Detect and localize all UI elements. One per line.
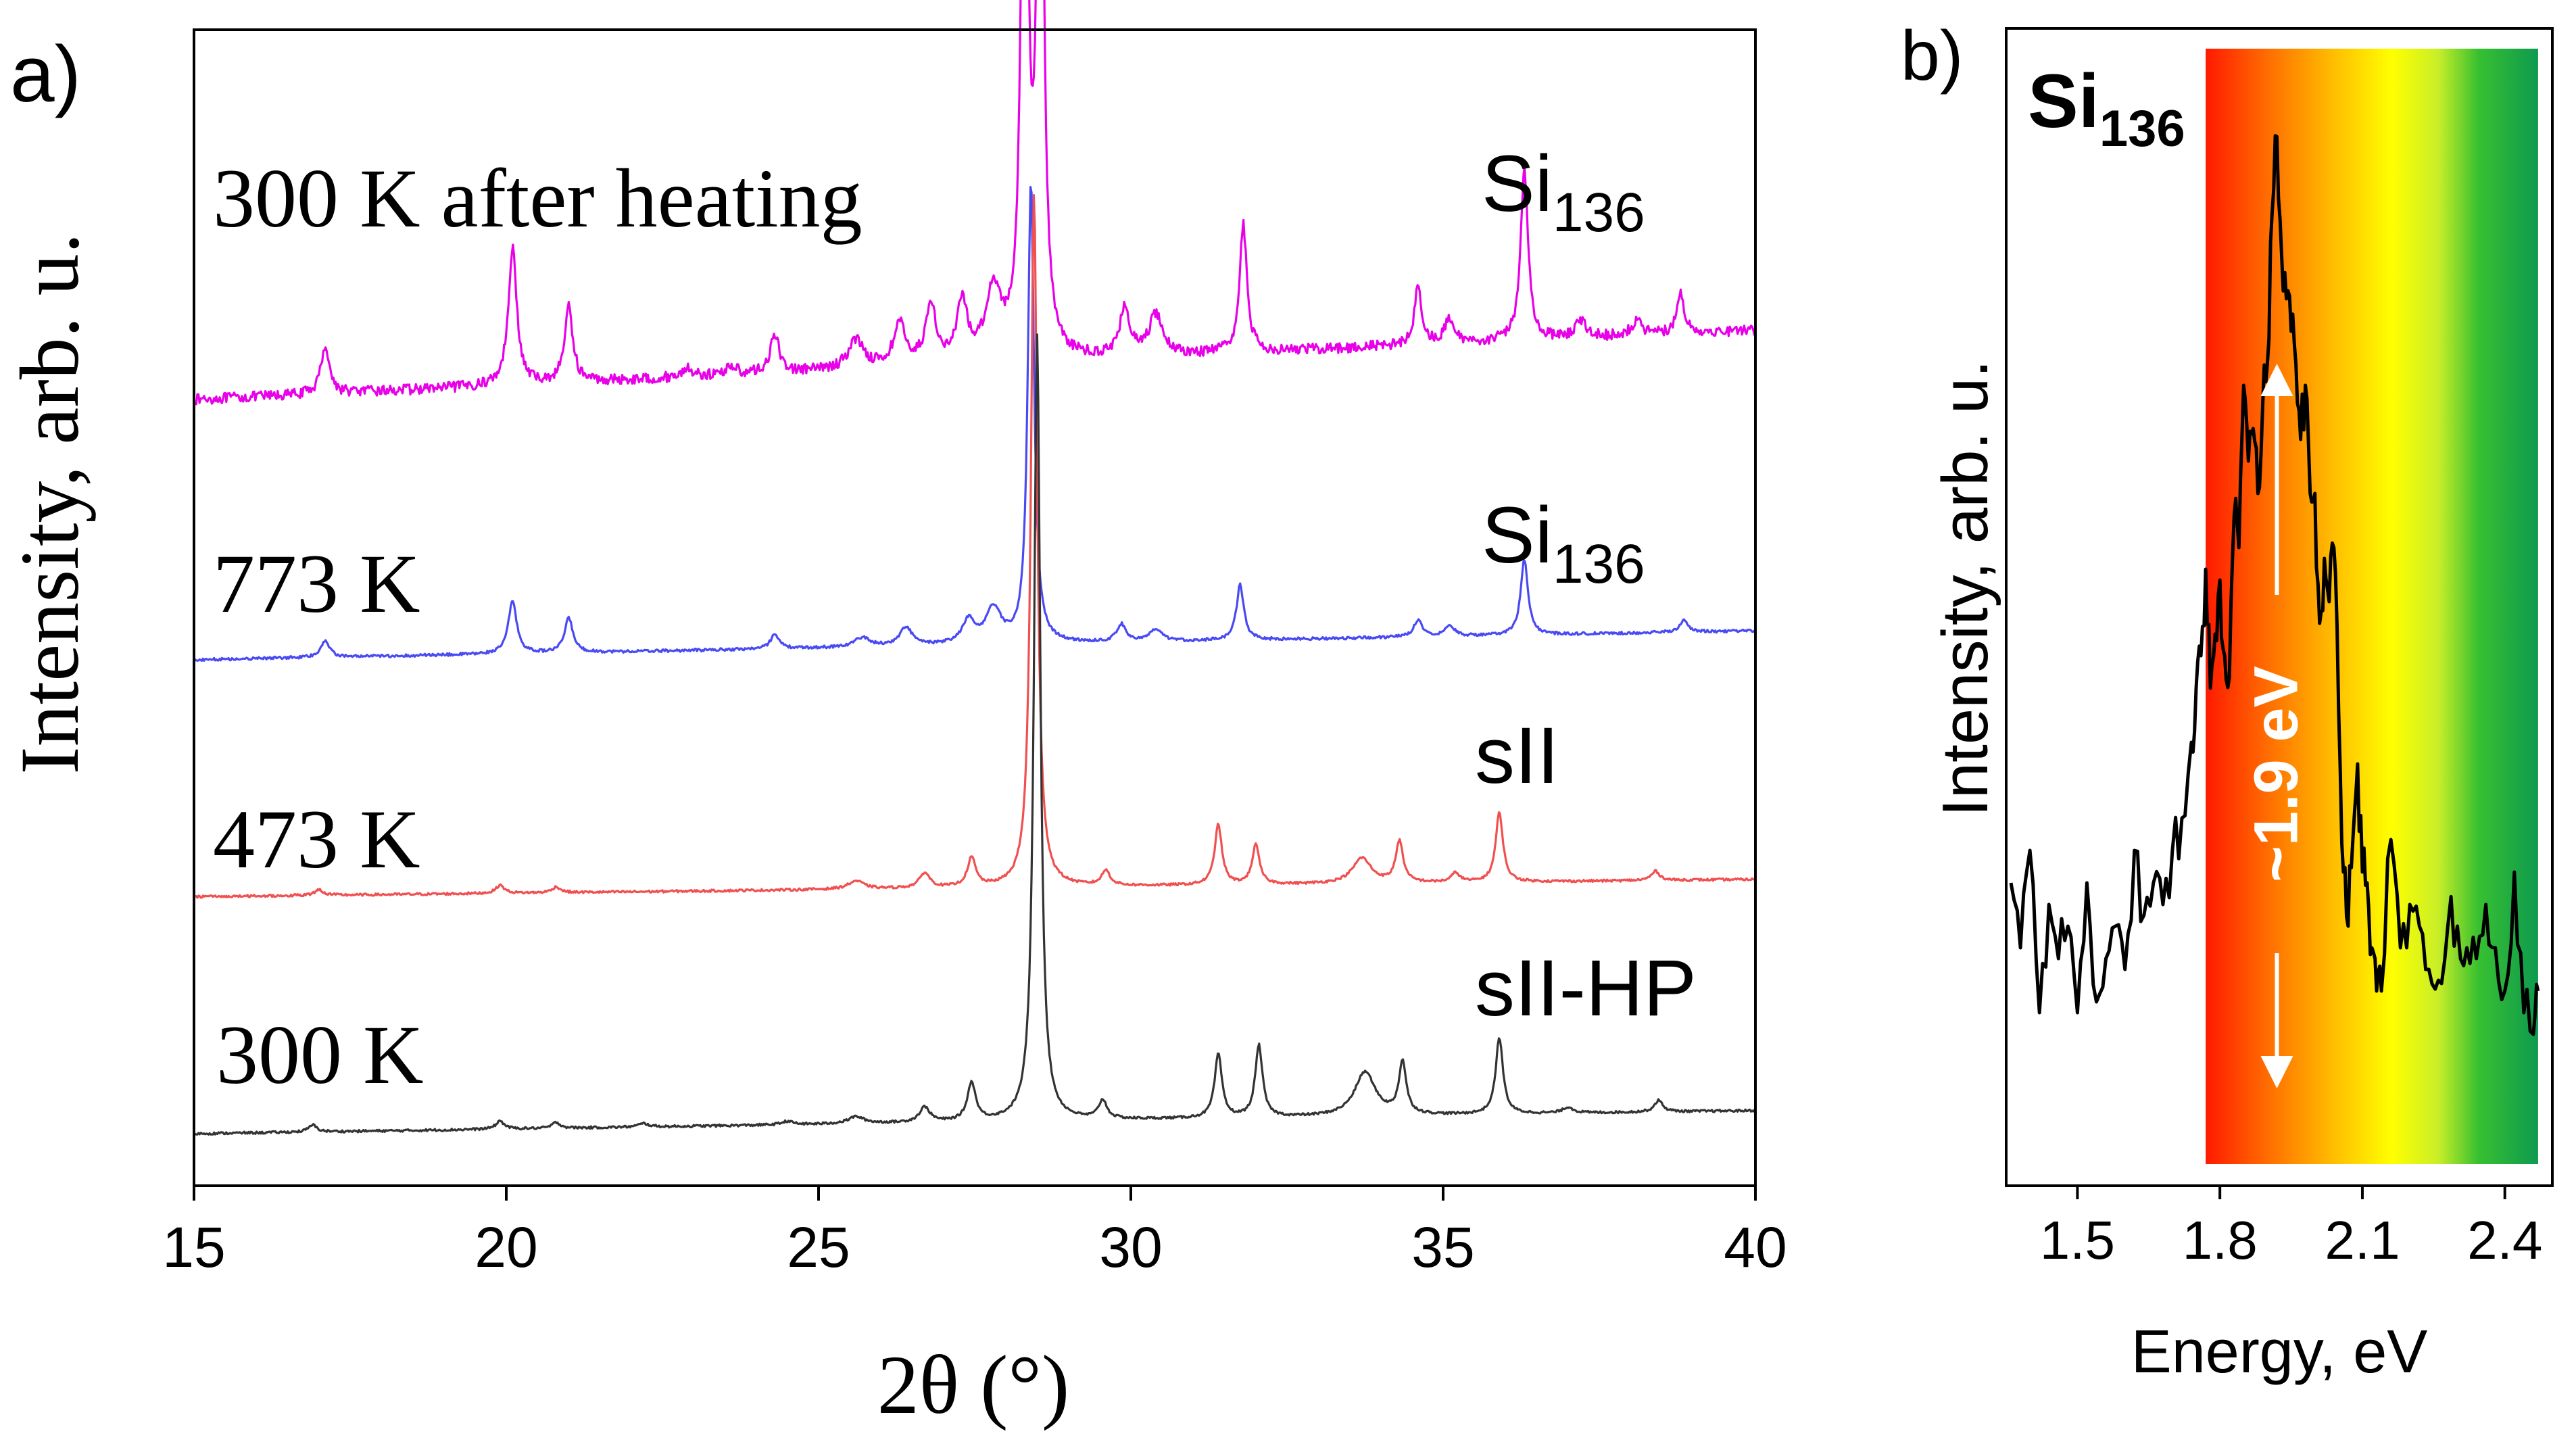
x-tick-label: 30 xyxy=(1099,1215,1162,1279)
panel-b-curve-layer xyxy=(2009,134,2540,1036)
series-phase-label-0: Si136 xyxy=(1482,139,1645,243)
panel-b-gap-annotation: ~1.9 eV xyxy=(2241,666,2310,882)
panel-a: a) Intensity, arb. u. 300 K after heatin… xyxy=(3,0,1787,1431)
series-line-0 xyxy=(193,0,1757,406)
panel-b-label: b) xyxy=(1901,17,1963,95)
panel-b-energy-arrow xyxy=(2260,364,2293,1088)
panel-b-visible-spectrum-band xyxy=(2206,49,2538,1164)
panel-a-label: a) xyxy=(10,30,81,119)
series-phase-label-3: sII-HP xyxy=(1475,944,1697,1033)
phase-label-main: Si xyxy=(1482,491,1553,580)
series-line-2 xyxy=(193,194,1756,899)
series-line-1 xyxy=(193,186,1757,662)
panel-b: b) Intensity, arb. u. ~1.9 eV Si136 1.5 1… xyxy=(1901,17,2554,1386)
panel-a-series-layer xyxy=(193,0,1757,1136)
phase-label-main: Si xyxy=(1482,139,1553,228)
panel-b-x-axis-label: Energy, eV xyxy=(2131,1318,2428,1386)
series-name-label-3: 300 K xyxy=(216,1009,424,1101)
panel-b-title-sub: 136 xyxy=(2099,100,2185,158)
series-line-3 xyxy=(193,333,1757,1136)
x-tick-label: 2.4 xyxy=(2467,1210,2542,1270)
panel-a-plot-frame xyxy=(193,28,1757,1187)
panel-b-title-main: Si xyxy=(2028,59,2099,143)
x-tick-label: 1.8 xyxy=(2183,1210,2258,1270)
phase-label-main: sII-HP xyxy=(1475,944,1697,1033)
x-tick-label: 1.5 xyxy=(2040,1210,2115,1270)
x-tick-label: 25 xyxy=(787,1215,850,1279)
phase-label-subscript: 136 xyxy=(1553,533,1645,595)
panel-a-x-ticks: 15 20 25 30 35 40 xyxy=(162,1186,1787,1279)
panel-a-y-axis-label: Intensity, arb. u. xyxy=(3,233,96,774)
series-name-label-0: 300 K after heating xyxy=(213,152,862,245)
panel-b-x-ticks: 1.5 1.8 2.1 2.4 xyxy=(2040,1186,2542,1270)
series-phase-label-1: Si136 xyxy=(1482,491,1645,595)
arrow-head-down xyxy=(2260,1056,2293,1088)
panel-b-y-axis-label: Intensity, arb. u. xyxy=(1929,360,2001,817)
x-tick-label: 20 xyxy=(475,1215,537,1279)
series-name-label-2: 473 K xyxy=(213,793,420,886)
series-phase-label-2: sII xyxy=(1475,711,1559,800)
x-tick-label: 35 xyxy=(1411,1215,1474,1279)
phase-label-main: sII xyxy=(1475,711,1559,800)
phase-label-subscript: 136 xyxy=(1553,182,1645,243)
panel-a-x-axis-label: 2θ (°) xyxy=(877,1339,1070,1431)
arrow-head-up xyxy=(2260,364,2293,396)
x-tick-label: 40 xyxy=(1724,1215,1787,1279)
x-tick-label: 2.1 xyxy=(2325,1210,2400,1270)
panel-b-plot-frame xyxy=(2005,27,2554,1187)
panel-b-title: Si136 xyxy=(2028,59,2185,158)
x-tick-label: 15 xyxy=(162,1215,225,1279)
series-name-label-1: 773 K xyxy=(213,537,420,630)
spectrum-curve xyxy=(2009,134,2540,1036)
